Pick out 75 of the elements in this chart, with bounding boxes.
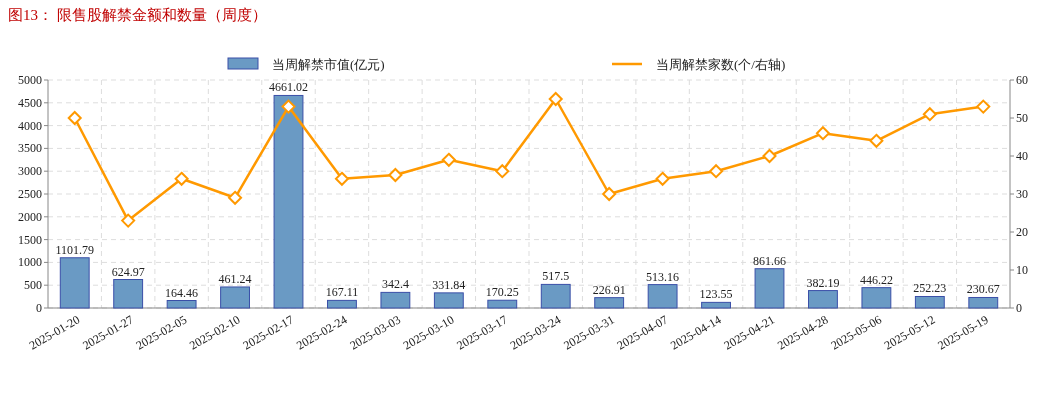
bar (914, 296, 945, 309)
data-label: 167.11 (325, 285, 359, 300)
point (709, 164, 724, 179)
data-label: 164.46 (165, 285, 199, 300)
legend-label: 当周解禁市值(亿元) (272, 57, 385, 72)
point (121, 213, 136, 228)
point (976, 99, 991, 114)
data-label: 624.97 (111, 264, 145, 279)
legend-label: 当周解禁家数(个/右轴) (656, 57, 786, 72)
bar (647, 284, 678, 309)
data-label: 4661.02 (269, 80, 308, 95)
data-label: 446.22 (859, 272, 893, 287)
bar (487, 299, 518, 309)
data-label: 230.67 (966, 282, 1000, 297)
y2-tick-label: 0 (1016, 301, 1022, 315)
y-tick-label: 4500 (18, 95, 42, 110)
y-tick-label: 3500 (18, 141, 42, 156)
y2-tick-label: 60 (1016, 73, 1028, 87)
bar (861, 287, 892, 309)
y-tick-label: 500 (24, 278, 42, 293)
point (334, 171, 349, 186)
y-tick-label: 1500 (18, 232, 42, 247)
data-label: 123.55 (699, 287, 733, 302)
y2-tick-label: 40 (1016, 149, 1028, 163)
bar (273, 94, 304, 309)
point (174, 171, 189, 186)
bar (220, 286, 250, 309)
point (441, 152, 456, 167)
data-label: 517.5 (542, 269, 570, 284)
data-label: 461.24 (218, 271, 252, 286)
point (815, 126, 830, 141)
point (495, 164, 510, 179)
bar (701, 301, 731, 309)
data-label: 1101.79 (55, 242, 94, 257)
point (281, 99, 296, 114)
point (67, 111, 82, 125)
y2-tick-label: 20 (1016, 225, 1028, 239)
bar (433, 292, 464, 309)
point (388, 168, 403, 182)
y-tick-label: 2000 (18, 209, 42, 224)
point (762, 149, 777, 163)
bar (594, 297, 625, 309)
bar (968, 296, 999, 309)
y-tick-label: 3000 (18, 164, 42, 179)
y2-tick-label: 10 (1016, 263, 1028, 277)
point (602, 187, 617, 201)
data-label: 331.84 (432, 277, 466, 292)
bar (808, 290, 838, 309)
point (922, 107, 937, 122)
y2-tick-label: 50 (1016, 111, 1028, 125)
data-label: 382.19 (806, 275, 840, 290)
bar (380, 291, 411, 309)
bar (540, 283, 571, 309)
bar (327, 299, 357, 309)
data-label: 226.91 (592, 282, 626, 297)
y-tick-label: 2500 (18, 187, 42, 201)
data-label: 170.25 (485, 285, 519, 300)
bar (113, 279, 144, 309)
bar (754, 268, 785, 309)
y-tick-label: 0 (36, 301, 42, 315)
y-tick-label: 1000 (18, 255, 42, 270)
point (655, 171, 670, 186)
data-label: 342.4 (381, 277, 409, 292)
y2-tick-label: 30 (1016, 187, 1028, 201)
bar (59, 257, 90, 309)
point (228, 190, 243, 205)
point (548, 92, 563, 106)
chart-title: 图13： 限售股解禁金额和数量（周度） (8, 7, 267, 23)
bar (166, 300, 197, 309)
point (869, 133, 884, 148)
y-tick-label: 4000 (18, 118, 42, 133)
data-label: 252.23 (913, 281, 947, 296)
data-label: 861.66 (753, 253, 786, 268)
data-label: 513.16 (646, 269, 680, 284)
y-tick-label: 5000 (18, 73, 42, 87)
